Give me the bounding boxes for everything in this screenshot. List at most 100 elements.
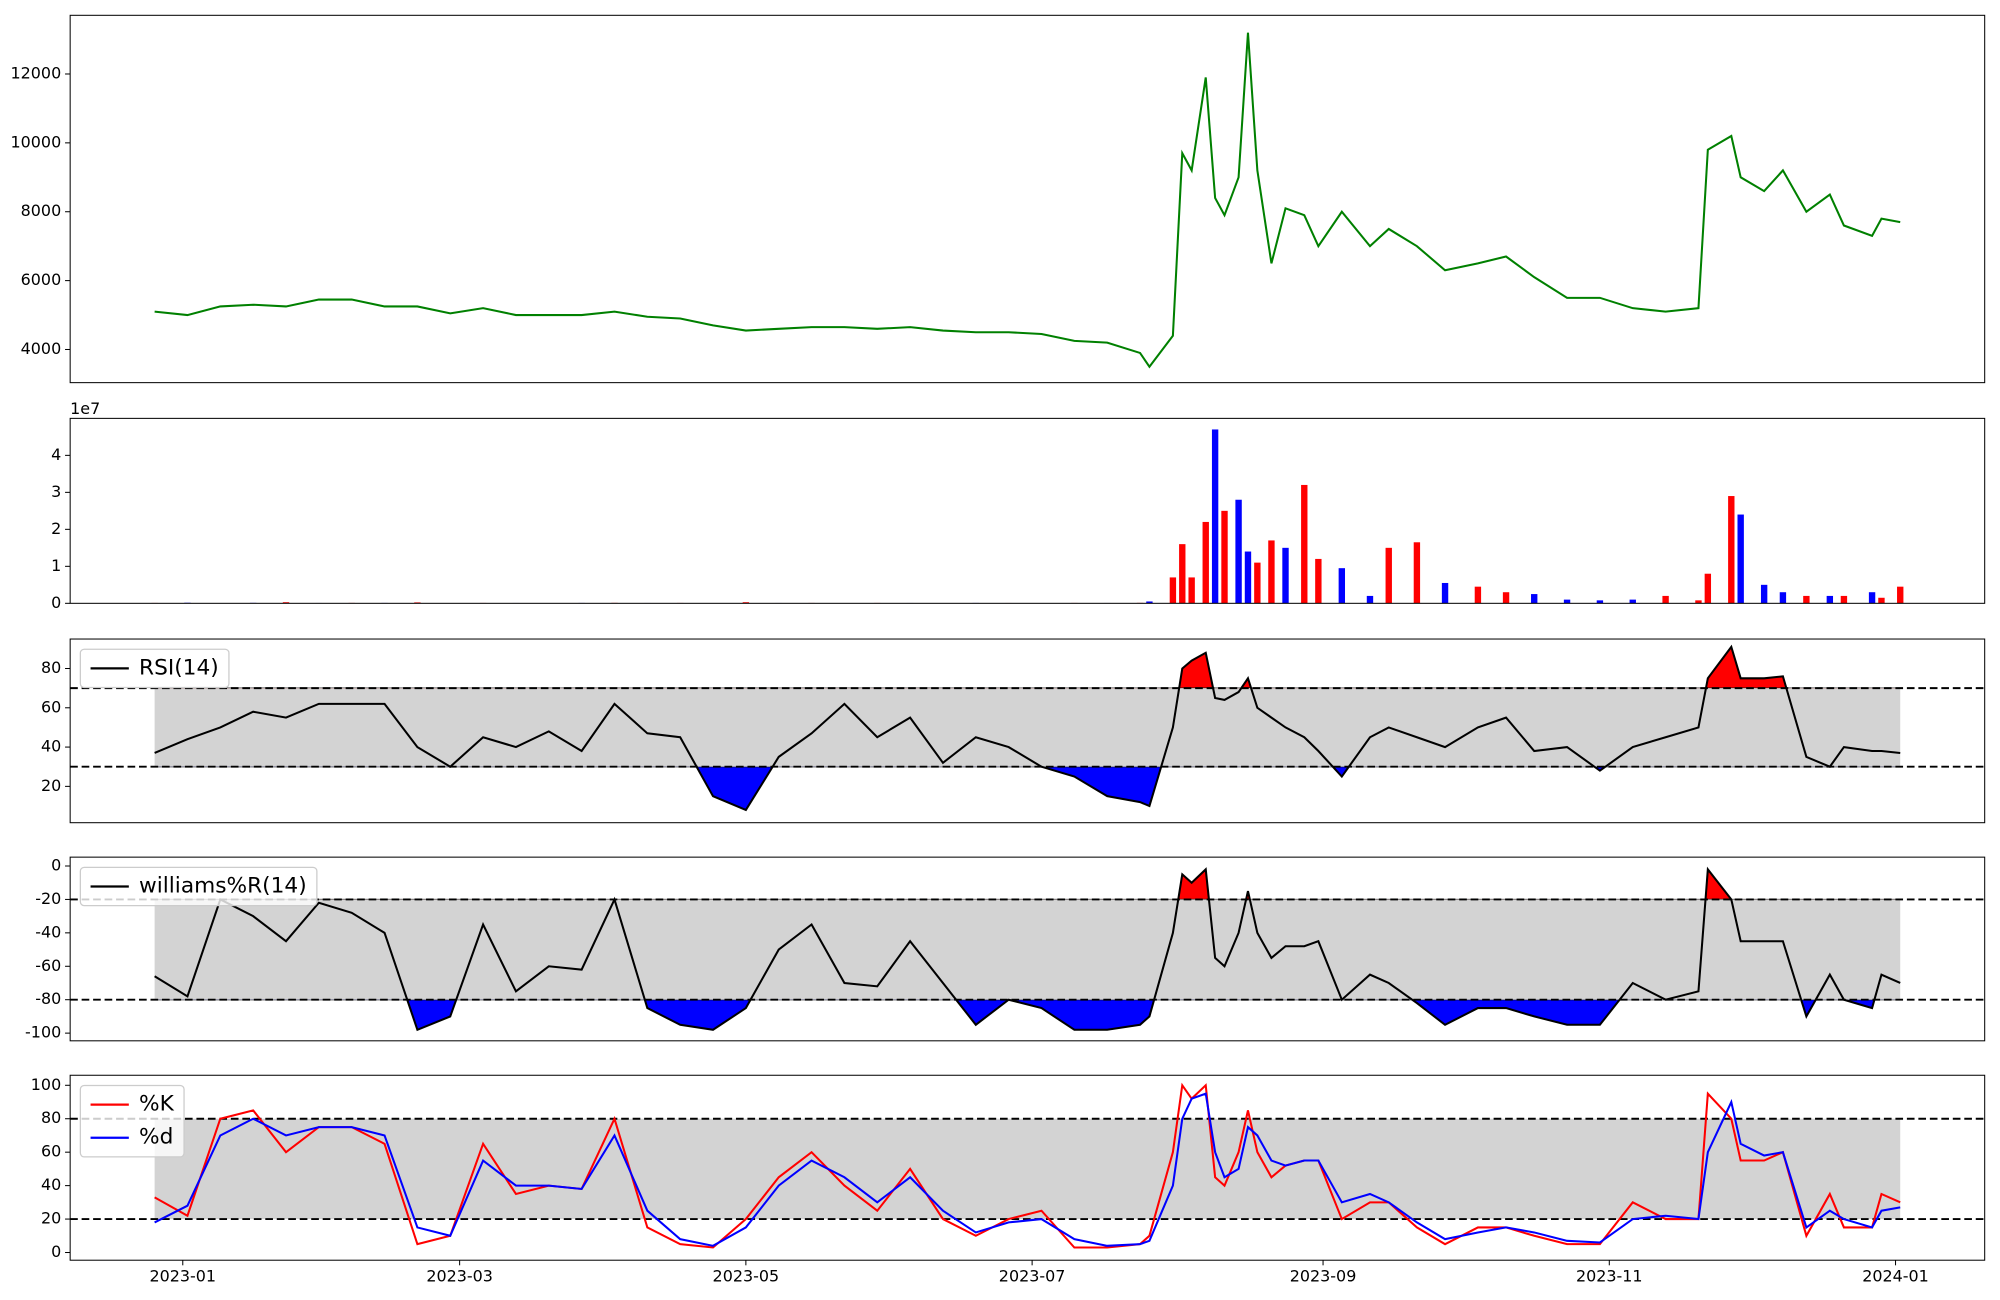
y-tick-label: 60	[41, 1142, 61, 1161]
x-tick-label: 2023-05	[713, 1266, 780, 1285]
volume-bar	[1826, 595, 1834, 604]
axes-frame	[69, 638, 1986, 824]
y-tick-label: 40	[41, 1175, 61, 1194]
volume-bar	[1629, 599, 1636, 604]
series-line	[154, 1092, 1901, 1247]
volume-bar	[1146, 601, 1153, 604]
volume-bar	[1169, 577, 1177, 604]
neutral-band	[154, 1118, 1901, 1220]
axes-frame	[69, 856, 1986, 1042]
y-tick-label: 4	[51, 445, 61, 464]
y-tick-label: 20	[41, 776, 61, 795]
volume-bar	[1779, 592, 1787, 604]
axes-frame	[69, 417, 1986, 604]
volume-bar	[1179, 544, 1186, 604]
y-tick-label: 10000	[11, 132, 62, 151]
volume-bar	[1202, 521, 1209, 604]
x-tick-label: 2023-07	[999, 1266, 1066, 1285]
volume-bar	[1188, 577, 1195, 604]
series-line	[154, 644, 1901, 812]
y-tick-label: -40	[35, 922, 61, 941]
volume-bar	[1803, 595, 1810, 604]
x-tick-label: 2023-11	[1576, 1266, 1643, 1285]
y-tick-label: 8000	[21, 201, 62, 220]
x-tick-label: 2023-09	[1290, 1266, 1357, 1285]
y-tick-label: 20	[41, 1209, 61, 1228]
volume-bar	[1268, 540, 1275, 604]
panel: -100 -80 -60 -40 -20 0 williams%R(14)	[25, 856, 1986, 1042]
volume-bar	[1662, 595, 1669, 604]
y-tick-label: 0	[51, 856, 61, 875]
volume-bar	[1878, 597, 1885, 604]
axes-frame	[69, 1074, 1986, 1261]
legend-label: williams%R(14)	[139, 873, 307, 898]
volume-bar	[1366, 595, 1374, 604]
legend-label: %K	[139, 1092, 175, 1117]
x-tick-label: 2023-01	[149, 1266, 216, 1285]
neutral-band	[154, 688, 1901, 767]
volume-bar	[1235, 499, 1242, 604]
y-tick-label: 4000	[21, 339, 62, 358]
volume-bar	[1760, 584, 1768, 604]
y-tick-label: 0	[51, 1242, 61, 1261]
y-tick-label: 6000	[21, 270, 62, 289]
volume-bar	[1385, 547, 1392, 604]
volume-bar	[1441, 582, 1449, 604]
legend-box	[79, 1084, 185, 1158]
volume-bar	[1244, 551, 1252, 604]
neutral-band	[154, 899, 1901, 1000]
volume-bar	[282, 602, 290, 604]
legend: %K %d	[79, 1084, 185, 1158]
volume-bar	[742, 602, 750, 604]
legend-label: %d	[139, 1125, 173, 1150]
volume-bar	[1474, 586, 1482, 604]
panel: 4000 6000 8000 10000 12000	[11, 14, 1986, 384]
y-tick-label: 3	[51, 482, 61, 501]
y-tick-label: 80	[41, 658, 61, 677]
volume-bar	[1531, 594, 1538, 604]
legend-box	[79, 866, 318, 907]
volume-bar	[1596, 600, 1604, 604]
volume-bar	[1868, 592, 1876, 604]
volume-bar	[1840, 595, 1848, 604]
volume-bar	[1211, 429, 1219, 604]
panel: 20 40 60 80 RSI(14)	[41, 638, 1986, 824]
volume-bar	[1728, 496, 1735, 604]
volume-bar	[1695, 600, 1702, 604]
volume-bar	[1704, 573, 1712, 604]
y-tick-label: 100	[31, 1075, 61, 1094]
panel: 0 1 2 3 4 1e7	[51, 399, 1986, 612]
y-offset-label: 1e7	[70, 399, 100, 418]
y-tick-label: 40	[41, 737, 61, 756]
volume-bar	[1413, 542, 1421, 604]
volume-bar	[1254, 562, 1261, 604]
volume-bar	[1502, 592, 1510, 604]
y-tick-label: 0	[51, 593, 61, 612]
volume-bar	[1282, 547, 1289, 604]
volume-bar	[1897, 586, 1904, 604]
y-tick-label: 1	[51, 556, 61, 575]
y-tick-label: -100	[25, 1023, 61, 1042]
y-tick-label: 60	[41, 697, 61, 716]
legend-box	[79, 648, 230, 689]
volume-bar	[1315, 558, 1322, 604]
panel: 0 20 40 60 80 100 2023-01 2023-03 2023-05 2023-07…	[31, 1074, 1986, 1285]
legend: RSI(14)	[79, 648, 230, 689]
series-line	[154, 866, 1901, 1032]
axes-frame	[69, 14, 1986, 384]
y-tick-label: 2	[51, 519, 61, 538]
oversold-fill	[154, 999, 1901, 1031]
y-tick-label: -80	[35, 989, 61, 1008]
y-tick-label: -20	[35, 889, 61, 908]
volume-bar	[1338, 568, 1346, 604]
series-line	[154, 32, 1901, 369]
legend-label: RSI(14)	[139, 655, 219, 680]
x-tick-label: 2023-03	[426, 1266, 493, 1285]
volume-bar	[1301, 484, 1308, 604]
y-tick-label: 12000	[11, 63, 62, 82]
legend: williams%R(14)	[79, 866, 318, 907]
y-tick-label: -60	[35, 956, 61, 975]
y-tick-label: 80	[41, 1108, 61, 1127]
